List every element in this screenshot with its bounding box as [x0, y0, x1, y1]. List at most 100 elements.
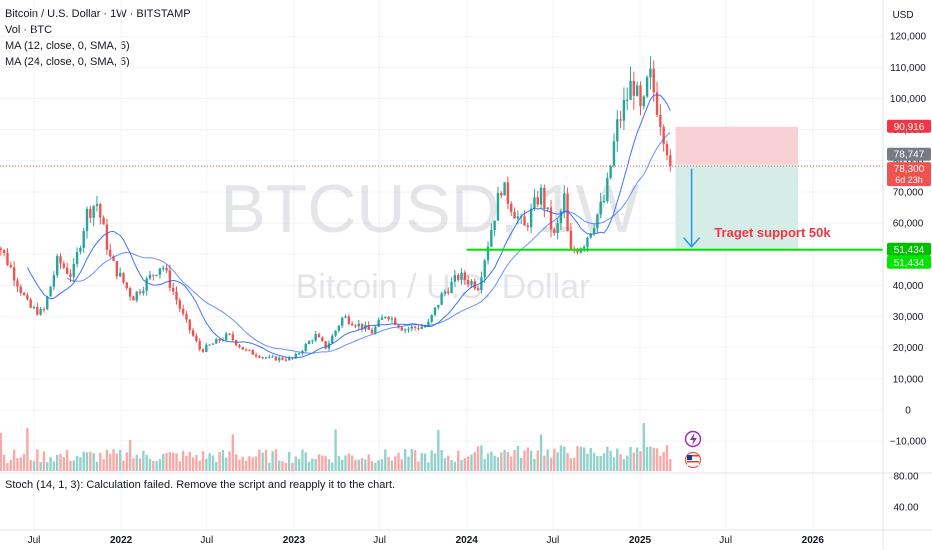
volume-bar-135	[437, 430, 440, 471]
volume-bar-96	[307, 461, 311, 471]
candle-body-52	[162, 267, 165, 269]
volume-bar-147	[476, 446, 480, 471]
volume-bar-113	[364, 459, 367, 471]
volume-bar-136	[440, 450, 443, 471]
candle-body-166	[539, 187, 543, 205]
position-zones[interactable]	[675, 126, 799, 250]
candle-body-184	[599, 201, 602, 215]
annotation-text-0: Traget support 50k	[714, 225, 831, 240]
volume-bar-46	[142, 450, 145, 471]
volume-bar-102	[327, 459, 331, 471]
candle-body-101	[324, 341, 327, 349]
candle-body-193	[629, 80, 632, 100]
candle-body-47	[145, 278, 148, 291]
volume-bar-56	[175, 453, 178, 471]
candle-body-195	[635, 85, 639, 96]
volume-bar-76	[241, 456, 244, 471]
volume-bar-124	[400, 459, 404, 471]
candle-body-199	[649, 68, 652, 78]
candle-body-67	[211, 343, 215, 345]
volume-bar-172	[559, 445, 563, 471]
price-label-bg-0	[887, 119, 931, 133]
volume-bar-5	[6, 463, 9, 471]
drawings[interactable]: Traget support 50k	[0, 165, 883, 251]
indicator-ma-12[interactable]: MA (12, close, 0, SMA, 5)	[5, 40, 130, 52]
candle-body-92	[294, 353, 298, 359]
stoch-pane: 80.00 40.00	[0, 472, 932, 531]
volume-bar-156	[506, 451, 510, 471]
candle-body-9	[19, 286, 22, 293]
indicator-ma-24[interactable]: MA (24, close, 0, SMA, 5)	[5, 56, 130, 68]
volume-bar-58	[181, 450, 185, 471]
candle-body-136	[440, 293, 443, 305]
candle-body-158	[513, 211, 516, 219]
volume-bar-154	[500, 452, 503, 471]
candle-body-105	[337, 325, 341, 331]
volume-bar-15	[39, 461, 42, 471]
candle-body-10	[22, 292, 26, 296]
y-tick-2: 100,000	[890, 94, 927, 105]
volume-bar-195	[635, 447, 639, 471]
candle-body-30	[89, 208, 92, 218]
volume-bar-48	[148, 459, 152, 471]
volume-bar-110	[354, 459, 357, 471]
volume-bar-165	[536, 450, 539, 471]
candle-body-144	[466, 280, 470, 285]
candle-body-103	[331, 335, 334, 344]
volume-bar-62	[195, 455, 198, 471]
candle-body-86	[274, 356, 278, 361]
candle-body-198	[645, 77, 649, 97]
volume-bar-157	[510, 456, 513, 471]
candle-body-143	[463, 272, 467, 281]
candle-body-186	[606, 178, 609, 202]
watermark-name: Bitcoin / U.S. Dollar	[296, 268, 591, 306]
x-tick-1: 2022	[110, 535, 133, 546]
volume-bar-114	[367, 454, 370, 471]
candle-body-165	[536, 197, 539, 205]
volume-bar-60	[188, 451, 191, 471]
candle-body-107	[344, 316, 347, 318]
volume-bar-42	[128, 440, 132, 471]
volume-bar-85	[271, 451, 274, 471]
stoch-error-message: Stoch (14, 1, 3): Calculation failed. Re…	[5, 479, 396, 491]
stoch-tick-1: 40.00	[893, 503, 918, 514]
y-tick-5: 70,000	[893, 187, 924, 198]
volume-bar-82	[261, 452, 264, 471]
volume-bar-88	[281, 461, 284, 471]
bottom-icons[interactable]	[684, 430, 702, 469]
time-axis[interactable]: Jul 2022 Jul 2023 Jul 2024 Jul 2025 Jul 2026	[28, 535, 825, 546]
candle-body-141	[457, 274, 460, 280]
candle-body-44	[135, 291, 138, 301]
candle-body-76	[241, 347, 244, 350]
volume-bar-106	[341, 459, 344, 471]
volume-bar-184	[599, 456, 602, 471]
volume-bar-70	[221, 449, 225, 471]
candle-body-54	[168, 270, 172, 288]
volume-bar-132	[427, 462, 430, 471]
symbol-title[interactable]: Bitcoin / U.S. Dollar · 1W · BITSTAMP	[5, 8, 191, 20]
candle-body-161	[523, 216, 526, 226]
candle-body-24	[69, 273, 72, 277]
price-axis[interactable]: USD 120,000110,000100,00090,00080,00070,…	[882, 0, 931, 550]
candle-body-190	[619, 119, 622, 121]
volume-bar-27	[79, 457, 82, 471]
candle-body-38	[115, 261, 119, 277]
volume-bar-170	[553, 448, 556, 471]
volume-bar-201	[655, 448, 659, 471]
volume-bar-138	[447, 455, 450, 471]
candle-body-72	[228, 333, 231, 335]
candle-body-183	[596, 214, 599, 229]
volume-bar-59	[185, 455, 188, 471]
chart-legend: Bitcoin / U.S. Dollar · 1W · BITSTAMP Vo…	[5, 6, 191, 70]
candle-body-156	[506, 182, 510, 204]
volume-bar-16	[42, 451, 46, 471]
indicator-volume[interactable]: Vol · BTC	[5, 24, 53, 36]
volume-bar-23	[65, 450, 69, 471]
volume-bar-79	[251, 457, 254, 471]
candle-body-20	[56, 256, 59, 276]
volume-bar-83	[264, 449, 268, 471]
candle-body-42	[128, 288, 132, 297]
volume-bar-100	[321, 455, 324, 471]
volume-bar-29	[85, 452, 89, 471]
